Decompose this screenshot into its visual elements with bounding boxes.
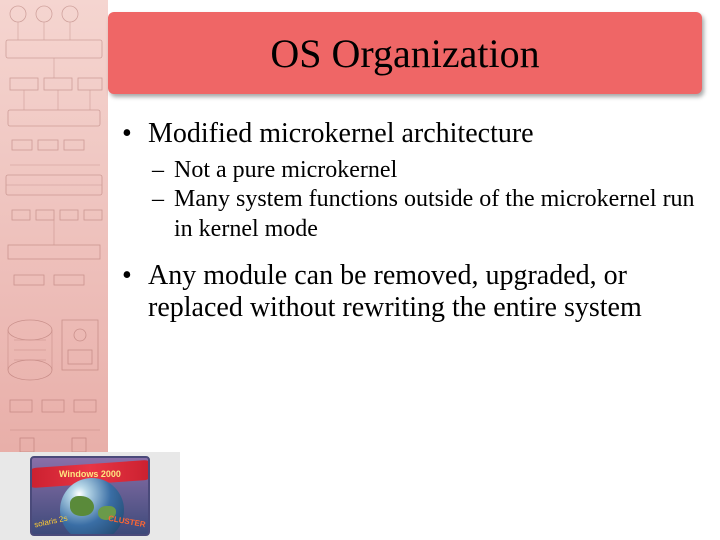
bullet-marker: – <box>152 185 174 244</box>
globe-icon <box>60 478 124 536</box>
bullet-level-1: • Modified microkernel architecture <box>122 118 702 150</box>
faint-diagram-background <box>0 0 108 460</box>
bullet-text: Any module can be removed, upgraded, or … <box>148 260 702 324</box>
bullet-level-2: – Many system functions outside of the m… <box>152 185 702 244</box>
sub-bullet-group: – Not a pure microkernel – Many system f… <box>152 156 702 244</box>
slide-title: OS Organization <box>270 30 539 77</box>
bullet-level-2: – Not a pure microkernel <box>152 156 702 185</box>
bullet-marker: • <box>122 118 148 150</box>
bullet-marker: – <box>152 156 174 185</box>
bullet-marker: • <box>122 260 148 324</box>
logo-banner-left-text: solaris 2s <box>33 514 68 530</box>
bullet-level-1: • Any module can be removed, upgraded, o… <box>122 260 702 324</box>
corner-logo-area: Windows 2000 solaris 2s CLUSTER <box>0 452 180 540</box>
bullet-text: Many system functions outside of the mic… <box>174 185 702 244</box>
logo-frame: Windows 2000 solaris 2s CLUSTER <box>30 456 150 536</box>
bullet-text: Not a pure microkernel <box>174 156 702 185</box>
slide-body: • Modified microkernel architecture – No… <box>122 118 702 330</box>
title-bar: OS Organization <box>108 12 702 94</box>
bullet-text: Modified microkernel architecture <box>148 118 534 150</box>
